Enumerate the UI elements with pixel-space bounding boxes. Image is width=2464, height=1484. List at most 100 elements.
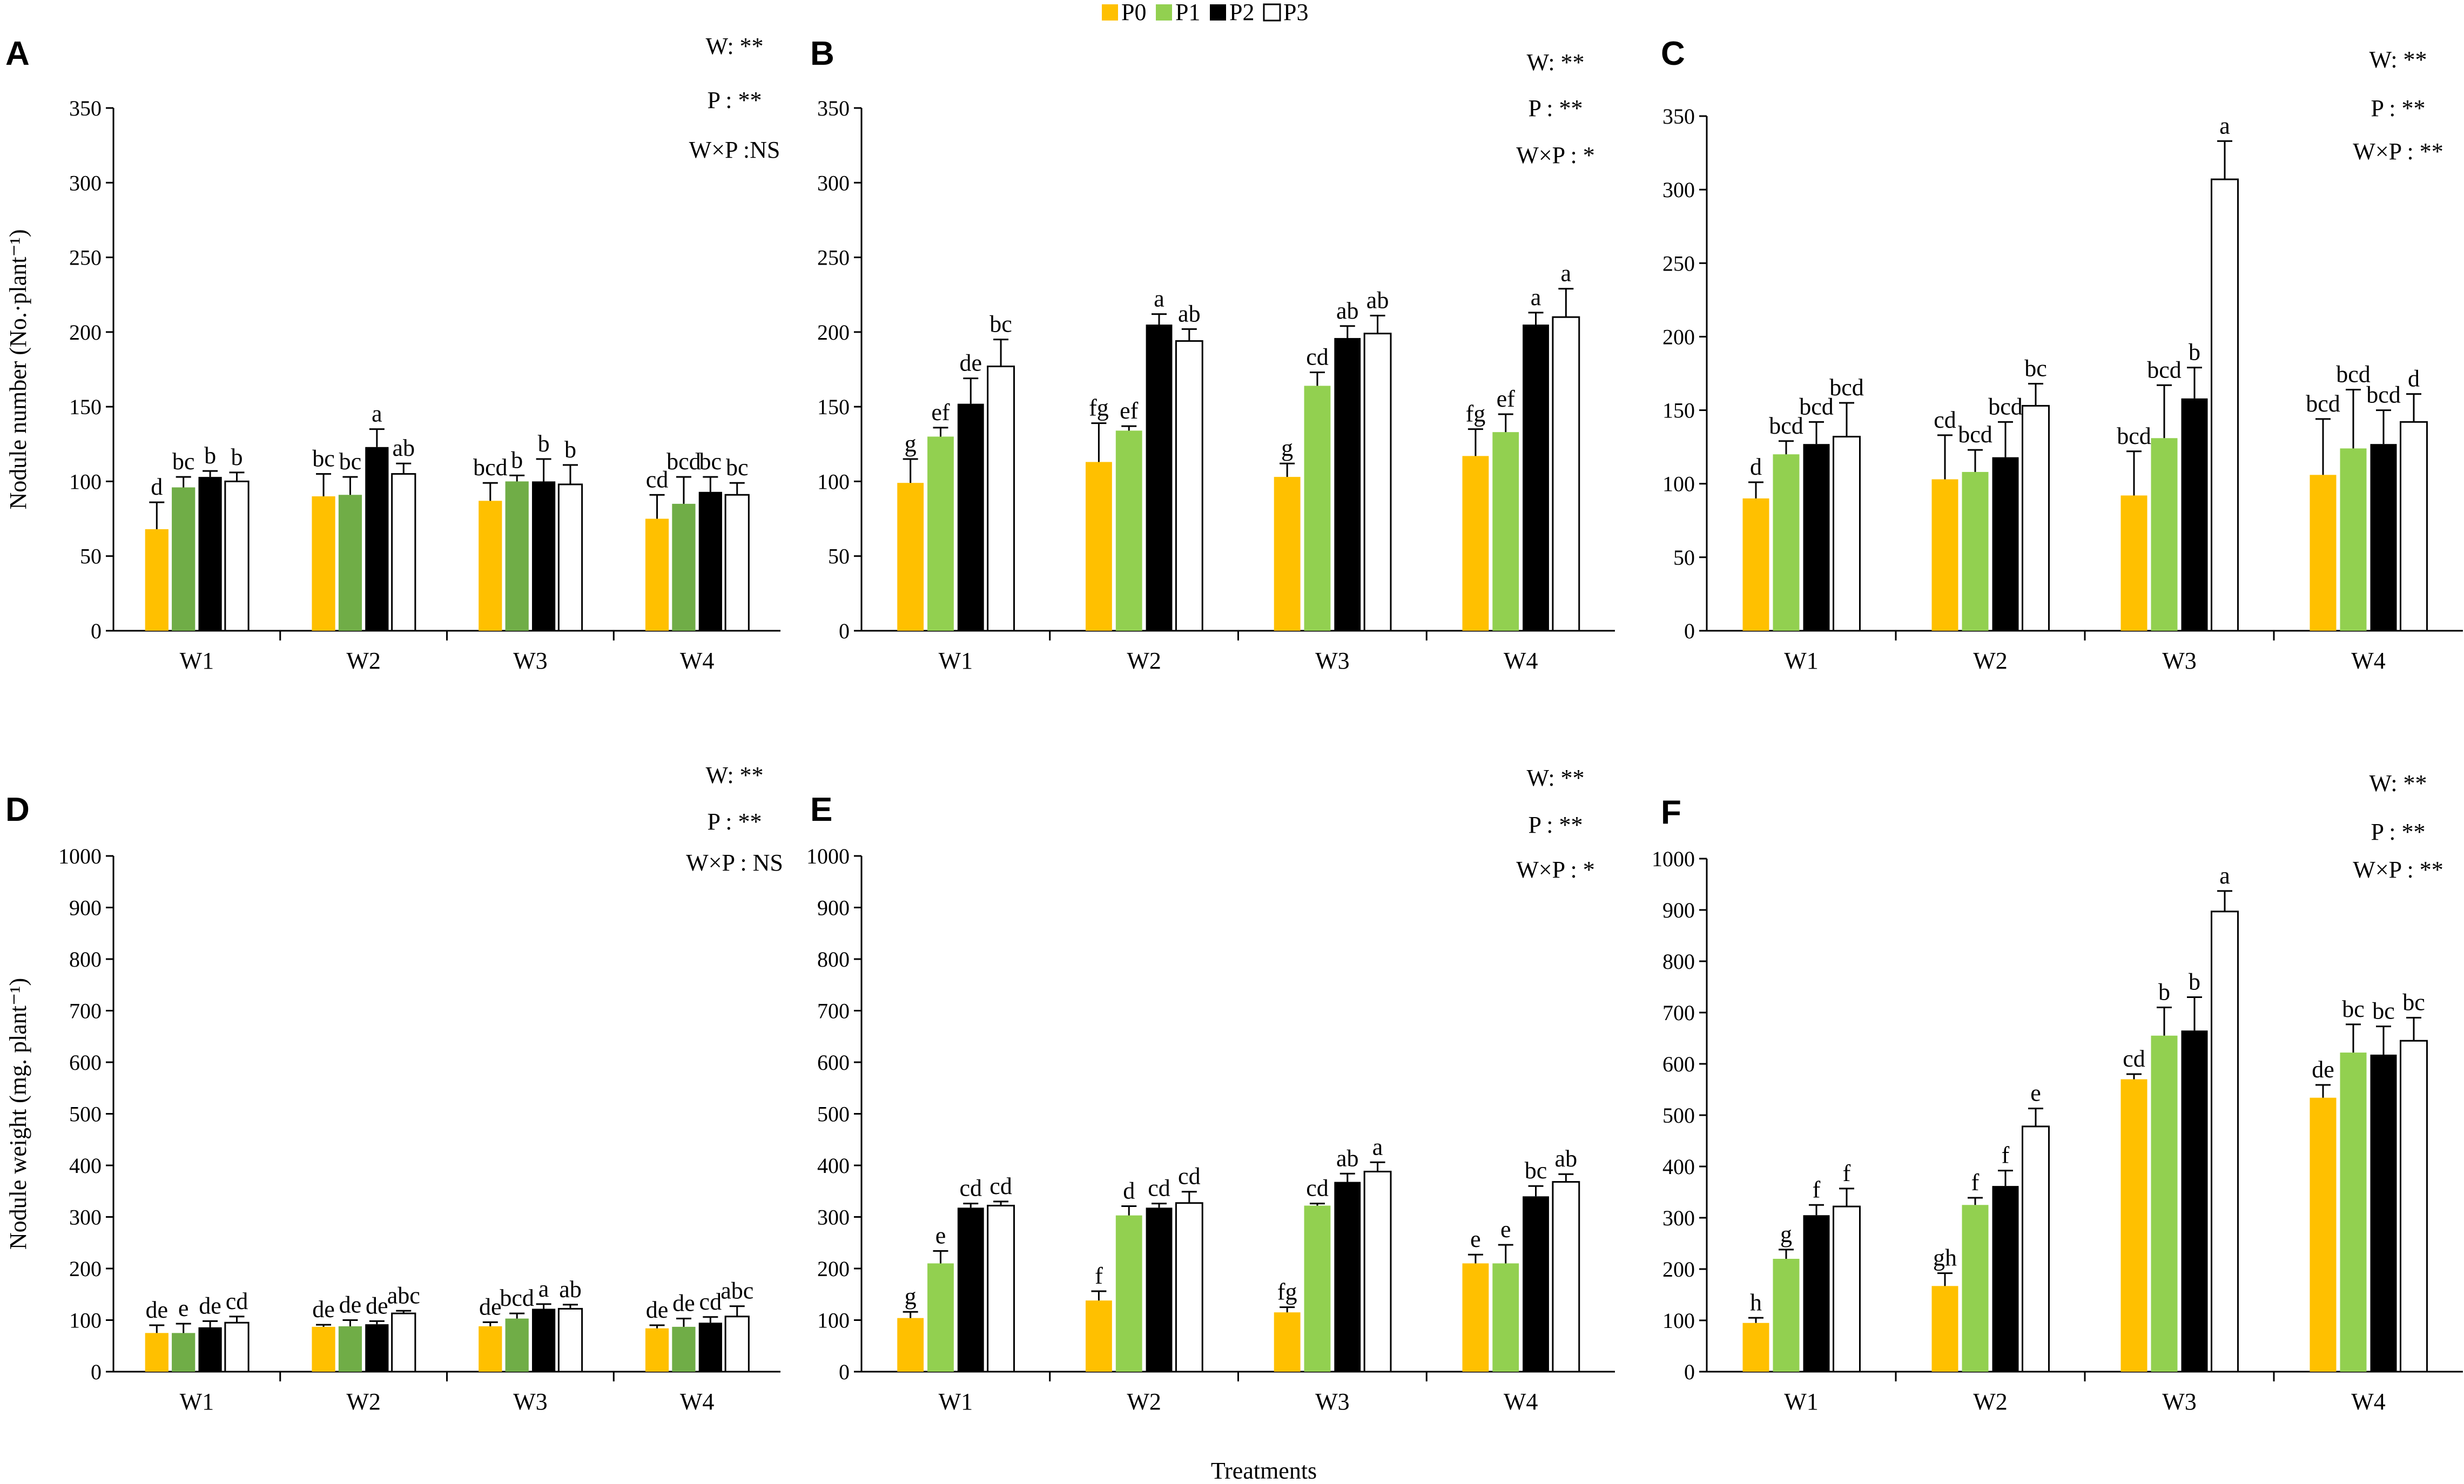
significance-letter: d	[2408, 366, 2420, 392]
bar-p3-w3	[1363, 1170, 1392, 1373]
y-tick-label: 700	[1662, 1001, 1695, 1025]
y-tick-label: 200	[1662, 1257, 1695, 1281]
significance-letter: ab	[392, 435, 415, 461]
bar-p2-w2	[365, 447, 389, 631]
bar-p1-w2	[1962, 471, 1989, 631]
x-category-label: W4	[1504, 647, 1538, 674]
bar-p3-w4	[1552, 1181, 1580, 1373]
bar-p3-w4	[1552, 316, 1580, 632]
legend-swatch-p0	[1102, 4, 1118, 21]
anova-significance-3: W×P : *	[1516, 142, 1594, 168]
significance-letter: bc	[2024, 355, 2047, 382]
y-tick-label: 900	[817, 896, 850, 920]
y-tick-label: 300	[1662, 1206, 1695, 1230]
panel-f: F01002003004005006007008009001000W1hgffW…	[1652, 770, 2463, 1415]
bar-p3-w2	[2022, 1125, 2050, 1373]
bar-p0-w1	[145, 1333, 169, 1372]
bar-p2-w2	[1146, 325, 1173, 631]
significance-letter: d	[151, 474, 163, 500]
significance-letter: bcd	[473, 454, 508, 481]
x-category-label: W1	[1784, 1388, 1819, 1415]
anova-significance-3: W×P : **	[2353, 856, 2443, 883]
significance-letter: de	[479, 1293, 502, 1320]
x-category-label: W1	[939, 1388, 973, 1415]
y-tick-label: 300	[817, 1205, 850, 1230]
bar-p1-w3	[505, 481, 529, 631]
y-tick-label: 700	[69, 999, 102, 1023]
bar-p2-w1	[1803, 444, 1830, 631]
significance-letter: e	[1500, 1216, 1511, 1243]
x-category-label: W1	[180, 647, 214, 674]
y-tick-label: 100	[817, 1308, 850, 1333]
x-category-label: W3	[1315, 647, 1350, 674]
y-axis-label: Nodule number (No.·plant⁻¹)	[5, 229, 31, 509]
x-axis-title: Treatments	[1211, 1458, 1317, 1484]
y-tick-label: 300	[69, 1205, 102, 1230]
bar-p2-w3	[1334, 1182, 1361, 1372]
significance-letter: f	[1813, 1176, 1821, 1203]
significance-letter: b	[2158, 979, 2170, 1006]
y-tick-label: 200	[817, 320, 850, 345]
significance-letter: a	[2219, 862, 2230, 889]
x-category-label: W1	[1784, 647, 1819, 674]
panel-d: D 0 100 200 300 400 500 600 700 800 900 1000 Nodule …	[5, 762, 783, 1415]
significance-letter: de	[960, 350, 982, 376]
bar-p1-w2	[1115, 430, 1142, 631]
bar-p1-w1	[927, 436, 954, 631]
bar-p2-w2	[1992, 457, 2019, 631]
y-tick-label: 0	[839, 619, 850, 643]
bar-p3-w2	[391, 1312, 416, 1373]
significance-letter: g	[1281, 435, 1293, 461]
significance-letter: bcd	[500, 1285, 534, 1311]
anova-significance-2: P : **	[1528, 95, 1583, 122]
anova-significance-3: W×P : *	[1516, 856, 1594, 883]
significance-letter: bcd	[2147, 356, 2182, 383]
significance-letter: cd	[646, 466, 669, 493]
significance-letter: cd	[1178, 1163, 1201, 1190]
y-tick-label: 250	[817, 246, 850, 270]
bar-p0-w2	[1931, 479, 1958, 631]
anova-significance-3: W×P :NS	[689, 137, 780, 163]
panel-letter-d: D	[5, 791, 30, 828]
bar-p2-w2	[365, 1324, 389, 1372]
significance-letter: de	[2312, 1056, 2334, 1083]
significance-letter: a	[2219, 112, 2230, 139]
bar-p0-w2	[312, 1326, 335, 1372]
significance-letter: bc	[699, 448, 722, 475]
bar-p0-w4	[2310, 1097, 2337, 1372]
significance-letter: b	[2189, 969, 2200, 995]
bar-p0-w2	[1931, 1286, 1958, 1372]
significance-letter: de	[199, 1292, 221, 1319]
significance-letter: bc	[339, 448, 362, 475]
significance-letter: abc	[721, 1278, 753, 1304]
y-tick-label: 800	[817, 947, 850, 972]
bar-p3-w4	[2400, 1040, 2428, 1373]
significance-letter: bc	[2372, 998, 2395, 1024]
bar-p0-w2	[1086, 462, 1112, 631]
significance-letter: bcd	[1829, 374, 1864, 401]
y-tick-label: 600	[1662, 1052, 1695, 1076]
y-tick-label: 600	[69, 1050, 102, 1075]
bar-p3-w2	[1175, 1202, 1203, 1373]
significance-letter: d	[1123, 1177, 1135, 1204]
significance-letter: cd	[2123, 1045, 2145, 1072]
bar-p0-w1	[1742, 498, 1769, 631]
y-tick-label: 500	[69, 1102, 102, 1127]
y-tick-label: 1000	[806, 844, 850, 868]
bar-p0-w3	[479, 501, 502, 631]
panel-letter-e: E	[810, 791, 832, 828]
bar-p0-w3	[2120, 495, 2147, 631]
x-category-label: W2	[1973, 647, 2008, 674]
bar-p3-w3	[557, 1307, 583, 1373]
bar-p2-w1	[957, 403, 984, 631]
y-tick-label: 1000	[58, 844, 102, 868]
bar-p2-w2	[1992, 1186, 2019, 1372]
bar-p1-w4	[1492, 1263, 1519, 1372]
x-category-label: W1	[180, 1388, 214, 1415]
y-tick-label: 200	[69, 1257, 102, 1281]
significance-letter: cd	[989, 1173, 1012, 1199]
significance-letter: de	[646, 1297, 669, 1323]
anova-significance-2: P : **	[1528, 812, 1583, 838]
